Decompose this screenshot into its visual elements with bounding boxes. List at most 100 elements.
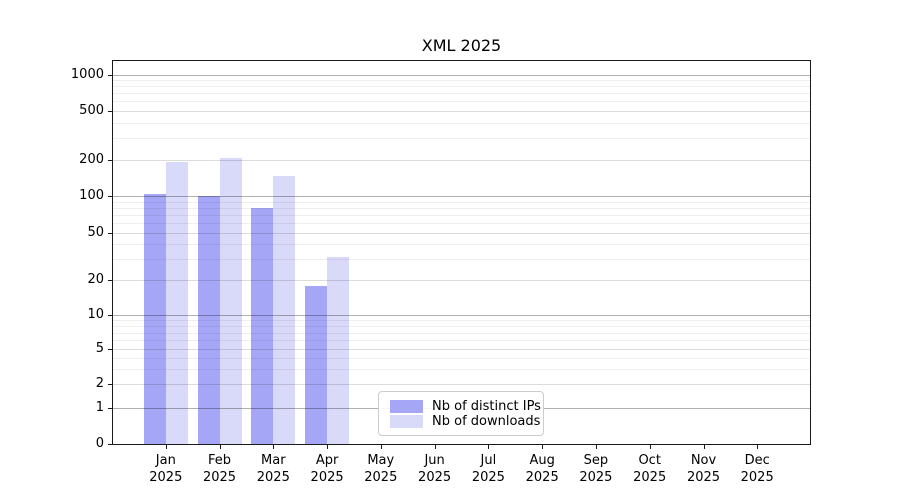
month-name: Mar [261, 453, 286, 468]
legend: Nb of distinct IPs Nb of downloads [378, 391, 544, 436]
minor-gridline-4 [113, 358, 810, 359]
bar-distinct-ips-jan [143, 194, 166, 444]
minor-gridline-7 [113, 333, 810, 334]
plot-area [112, 60, 811, 445]
month-year: 2025 [740, 470, 774, 485]
x-tick-mark-aug [542, 445, 544, 449]
x-tick-label-feb: Feb 2025 [188, 452, 252, 486]
x-tick-label-jan: Jan 2025 [134, 452, 198, 486]
month-year: 2025 [633, 470, 667, 485]
month-year: 2025 [202, 470, 237, 485]
y-tick-mark-500 [108, 111, 112, 112]
x-tick-label-nov: Nov 2025 [672, 452, 736, 486]
minor-gridline-90 [113, 202, 810, 203]
x-tick-mark-dec [757, 445, 759, 449]
x-tick-label-jun: Jun 2025 [403, 452, 467, 486]
y-tick-mark-200 [108, 160, 112, 161]
month-year: 2025 [256, 470, 290, 485]
y-tick-label-0: 0 [95, 436, 104, 451]
x-tick-label-aug: Aug 2025 [510, 452, 574, 486]
y-tick-label-200: 200 [79, 152, 104, 167]
x-tick-mark-feb [219, 445, 221, 449]
gridline-50 [113, 233, 810, 234]
bar-distinct-ips-apr [305, 285, 328, 444]
x-tick-mark-sep [595, 445, 597, 449]
minor-gridline-800 [113, 86, 810, 87]
month-name: Feb [207, 453, 232, 468]
y-tick-label-100: 100 [79, 188, 104, 203]
x-tick-mark-jul [488, 445, 490, 449]
y-tick-label-500: 500 [79, 103, 104, 118]
minor-gridline-40 [113, 244, 810, 245]
gridline-2 [113, 384, 810, 385]
gridline-10 [113, 315, 810, 316]
y-tick-mark-1 [108, 408, 112, 409]
y-tick-mark-0 [108, 444, 112, 445]
month-name: Sep [583, 453, 609, 468]
minor-gridline-80 [113, 208, 810, 209]
chart-title: XML 2025 [421, 36, 502, 55]
minor-gridline-900 [113, 80, 810, 81]
legend-swatch-downloads [390, 415, 423, 428]
gridline-20 [113, 280, 810, 281]
minor-gridline-60 [113, 223, 810, 224]
y-tick-label-1000: 1000 [70, 67, 104, 82]
x-tick-mark-jan [165, 445, 167, 449]
month-name: Apr [315, 453, 339, 468]
month-name: May [367, 453, 395, 468]
x-tick-mark-may [380, 445, 382, 449]
minor-gridline-9 [113, 320, 810, 321]
minor-gridline-30 [113, 259, 810, 260]
x-tick-mark-jun [434, 445, 436, 449]
y-tick-label-20: 20 [87, 272, 104, 287]
minor-gridline-300 [113, 138, 810, 139]
month-name: Dec [744, 453, 770, 468]
minor-gridline-700 [113, 93, 810, 94]
y-tick-label-50: 50 [87, 225, 104, 240]
bar-downloads-feb [219, 158, 242, 444]
y-tick-label-2: 2 [95, 376, 104, 391]
x-tick-label-mar: Mar 2025 [241, 452, 305, 486]
legend-label-downloads: Nb of downloads [432, 414, 541, 429]
y-tick-mark-20 [108, 280, 112, 281]
month-year: 2025 [471, 470, 505, 485]
month-name: Jan [155, 453, 176, 468]
minor-gridline-8 [113, 326, 810, 327]
y-tick-mark-10 [108, 315, 112, 316]
legend-swatch-distinct-ips [390, 400, 423, 413]
legend-label-distinct-ips: Nb of distinct IPs [432, 399, 541, 414]
minor-gridline-3 [113, 369, 810, 370]
y-tick-label-10: 10 [87, 307, 104, 322]
x-tick-mark-apr [327, 445, 329, 449]
y-tick-mark-100 [108, 196, 112, 197]
bar-downloads-jan [165, 161, 188, 444]
y-tick-mark-1000 [108, 75, 112, 76]
x-tick-label-jul: Jul 2025 [456, 452, 520, 486]
x-tick-mark-nov [703, 445, 705, 449]
month-year: 2025 [310, 470, 344, 485]
month-year: 2025 [364, 470, 398, 485]
month-name: Nov [690, 453, 717, 468]
x-tick-mark-oct [649, 445, 651, 449]
month-name: Aug [529, 453, 555, 468]
month-name: Jul [480, 453, 497, 468]
minor-gridline-600 [113, 101, 810, 102]
legend-item-distinct-ips: Nb of distinct IPs [390, 399, 541, 414]
y-tick-label-1: 1 [95, 400, 104, 415]
month-year: 2025 [579, 470, 613, 485]
month-name: Oct [638, 453, 661, 468]
gridline-200 [113, 160, 810, 161]
x-tick-label-oct: Oct 2025 [618, 452, 682, 486]
bar-downloads-mar [273, 175, 296, 444]
x-tick-label-sep: Sep 2025 [564, 452, 628, 486]
month-name: Jun [424, 453, 445, 468]
y-tick-mark-5 [108, 349, 112, 350]
month-year: 2025 [149, 470, 183, 485]
x-tick-label-may: May 2025 [349, 452, 413, 486]
gridline-100 [113, 196, 810, 197]
gridline-5 [113, 349, 810, 350]
x-tick-label-dec: Dec 2025 [725, 452, 789, 486]
bar-downloads-apr [327, 257, 350, 444]
x-tick-label-apr: Apr 2025 [295, 452, 359, 486]
